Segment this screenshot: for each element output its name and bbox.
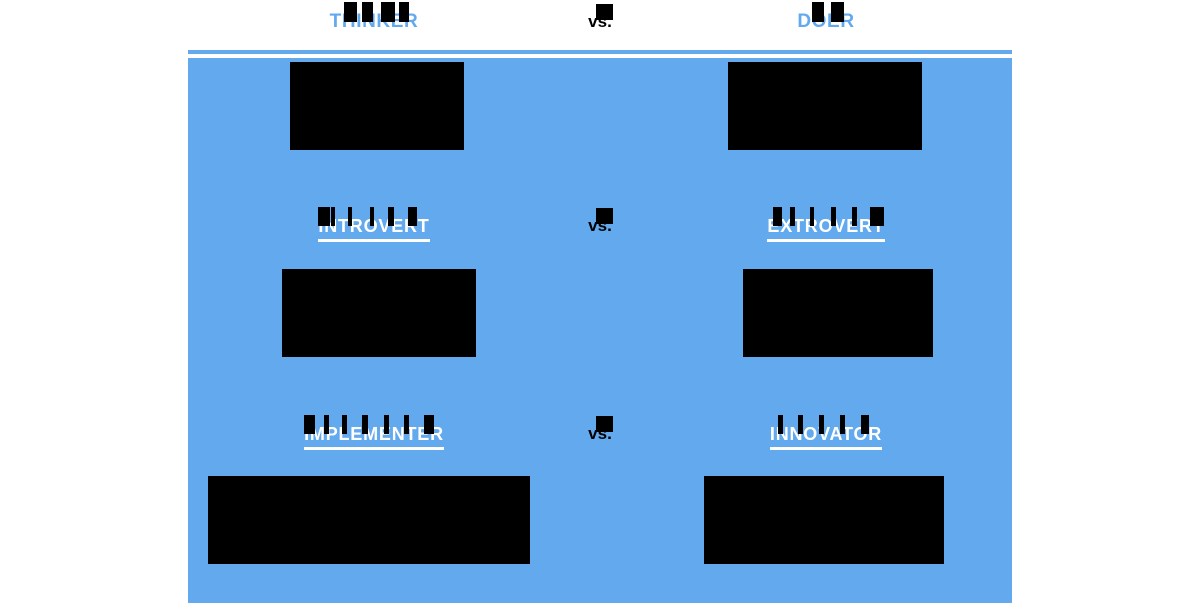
header-left-column: THINKER	[188, 2, 560, 33]
comparison-row: INTROVERT vs. EXTRO	[188, 207, 1012, 242]
row-left-cell: IMPLEMENTER	[188, 415, 560, 450]
row-left-subhead: IMPLEMENTER	[304, 424, 444, 450]
row-right-text: Charges batteries through others	[758, 285, 894, 334]
row-right-cell: INNOVATOR	[640, 415, 1012, 450]
header-right-column: DOER	[640, 2, 1012, 33]
header-left-title: THINKER	[329, 11, 419, 32]
header-divider-rule	[188, 50, 1012, 54]
comparison-panel: Thinks things through Before acting Prefe…	[188, 58, 1012, 603]
row-divider-wrap: vs.	[560, 416, 640, 446]
row-right-cell: EXTROVERT	[640, 207, 1012, 242]
header-row: THINKER vs. DOER	[188, 0, 1012, 44]
row-left-subhead: INTROVERT	[318, 216, 430, 242]
redaction-bar	[282, 269, 476, 357]
row-left-cell: INTROVERT	[188, 207, 560, 242]
row-left-cell: Thinks things through Before acting	[188, 62, 560, 150]
row-divider-cell	[560, 74, 640, 134]
row-right-subhead-wrap: EXTROVERT	[640, 207, 1012, 242]
row-divider-cell	[560, 488, 640, 548]
row-right-text-wrap: Prefers to act and go with the flow	[640, 62, 1012, 150]
row-divider-cell: vs.	[560, 416, 640, 450]
row-divider-cell	[560, 280, 640, 340]
row-left-text-wrap: Thinks things through Before acting	[188, 62, 560, 150]
comparison-row: Thinks things through Before acting Prefe…	[188, 62, 1012, 150]
row-left-text: Executes plans with care: steady, reliabl…	[277, 493, 471, 542]
row-left-cell: Gains energy from quiet reflection	[188, 269, 560, 357]
header-divider-column: vs.	[560, 4, 640, 32]
row-left-cell: Executes plans with care: steady, reliabl…	[188, 476, 560, 564]
row-right-cell: Prefers to act and go with the flow	[640, 62, 1012, 150]
row-divider-cell: vs.	[560, 208, 640, 242]
redaction-bar	[290, 62, 464, 150]
redaction-bar	[208, 476, 530, 564]
row-divider-label: vs.	[588, 424, 612, 443]
row-right-cell: Generates new ideas: explores fresh direc…	[640, 476, 1012, 564]
row-right-subhead: INNOVATOR	[769, 424, 883, 450]
row-left-text-wrap: Executes plans with care: steady, reliabl…	[188, 476, 560, 564]
comparison-row: Executes plans with care: steady, reliabl…	[188, 476, 1012, 564]
row-right-text: Generates new ideas: explores fresh direc…	[738, 493, 914, 542]
comparison-header: THINKER vs. DOER	[188, 0, 1012, 58]
row-right-subhead: EXTROVERT	[767, 216, 885, 242]
row-left-text: Gains energy from quiet reflection	[304, 285, 444, 334]
redaction-bar	[728, 62, 922, 150]
row-left-subhead-wrap: INTROVERT	[188, 207, 560, 242]
comparison-row: Gains energy from quiet reflection Charge…	[188, 269, 1012, 357]
comparison-row: IMPLEMENTER vs.	[188, 415, 1012, 450]
row-divider-wrap: vs.	[560, 208, 640, 238]
row-right-cell: Charges batteries through others	[640, 269, 1012, 357]
row-right-subhead-wrap: INNOVATOR	[640, 415, 1012, 450]
row-left-subhead-wrap: IMPLEMENTER	[188, 415, 560, 450]
row-right-text-wrap: Generates new ideas: explores fresh direc…	[640, 476, 1012, 564]
row-left-text-wrap: Gains energy from quiet reflection	[188, 269, 560, 357]
redaction-bar	[743, 269, 933, 357]
row-divider-label: vs.	[588, 216, 612, 235]
redaction-bar	[704, 476, 944, 564]
header-divider-label: vs.	[588, 12, 612, 31]
row-left-text: Thinks things through Before acting	[292, 79, 456, 128]
header-right-title: DOER	[797, 11, 855, 32]
row-right-text: Prefers to act and go with the flow	[747, 79, 905, 128]
row-right-text-wrap: Charges batteries through others	[640, 269, 1012, 357]
